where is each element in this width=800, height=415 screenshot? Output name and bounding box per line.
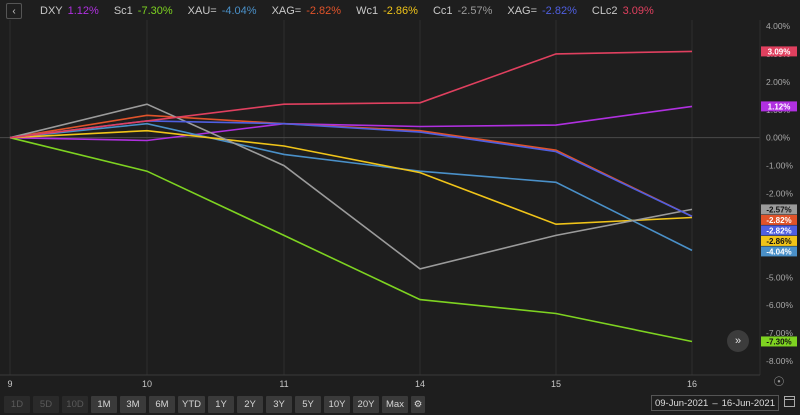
series-end-badge <box>761 246 797 257</box>
series-end-badge <box>761 235 797 246</box>
legend-symbol: CLc2 <box>591 5 618 17</box>
series-end-label: 3.09% <box>768 47 791 56</box>
y-tick-label: -1.00% <box>766 161 793 171</box>
range-button-ytd[interactable]: YTD <box>178 395 205 413</box>
series-end-label: -2.82% <box>766 226 791 235</box>
y-tick-label: -8.00% <box>766 356 793 366</box>
range-button-max[interactable]: Max <box>382 395 408 413</box>
y-tick-label: -6.00% <box>766 300 793 310</box>
series-line <box>9 105 693 142</box>
series-end-badge <box>761 336 797 347</box>
legend-change: -7.30% <box>137 5 173 17</box>
legend-item[interactable]: XAU= -4.04% <box>188 5 257 17</box>
legend-item[interactable]: Cc1 -2.57% <box>433 5 492 17</box>
legend-change: -4.04% <box>221 5 257 17</box>
series-line <box>9 136 693 343</box>
legend-symbol: Sc1 <box>113 5 133 17</box>
legend-bar: ‹ DXY 1.12% Sc1 -7.30% XAU= -4.04% XAG= -2.82% W… <box>0 0 760 22</box>
legend-change: -2.82% <box>306 5 342 17</box>
gear-icon[interactable]: ⚙ <box>411 395 425 413</box>
x-tick-label: 14 <box>415 379 425 389</box>
y-tick-label: -2.00% <box>766 189 793 199</box>
series-end-label: -2.86% <box>766 237 791 246</box>
y-tick-label: -5.00% <box>766 272 793 282</box>
series-end-badge <box>761 101 797 112</box>
calendar-icon[interactable] <box>784 396 795 407</box>
range-button-3y[interactable]: 3Y <box>266 395 292 413</box>
legend-symbol: DXY <box>40 5 63 17</box>
x-tick-label: 9 <box>7 379 12 389</box>
series-end-label: -7.30% <box>766 337 791 346</box>
x-tick-label: 10 <box>142 379 152 389</box>
chevron-double-right-icon[interactable]: » <box>727 330 749 352</box>
legend-symbol: XAG= <box>507 5 538 17</box>
range-button-20y[interactable]: 20Y <box>353 395 379 413</box>
series-line <box>9 129 693 226</box>
series-end-label: 1.12% <box>768 102 791 111</box>
y-tick-label: 0.00% <box>766 133 791 143</box>
date-range-end: 16-Jun-2021 <box>721 397 775 409</box>
range-button-5y[interactable]: 5Y <box>295 395 321 413</box>
crosshair-icon[interactable]: ☉ <box>773 374 785 389</box>
legend-change: 3.09% <box>622 5 654 17</box>
range-button-10d: 10D <box>62 395 88 413</box>
series-end-badge <box>761 225 797 236</box>
series-end-badge <box>761 204 797 215</box>
series-line <box>9 114 693 218</box>
range-button-3m[interactable]: 3M <box>120 395 146 413</box>
legend-item[interactable]: Wc1 -2.86% <box>356 5 418 17</box>
legend-change: -2.86% <box>383 5 418 17</box>
legend-change: -2.57% <box>457 5 493 17</box>
range-button-1y[interactable]: 1Y <box>208 395 234 413</box>
range-button-2y[interactable]: 2Y <box>237 395 263 413</box>
legend-item[interactable]: Sc1 -7.30% <box>114 5 173 17</box>
x-tick-label: 15 <box>551 379 561 389</box>
series-line <box>9 122 693 252</box>
y-tick-label: -7.00% <box>766 328 793 338</box>
legend-change: 1.12% <box>67 5 99 17</box>
date-range-separator: – <box>712 397 718 409</box>
legend-item[interactable]: DXY 1.12% <box>40 5 99 17</box>
range-button-6m[interactable]: 6M <box>149 395 175 413</box>
range-button-5d: 5D <box>33 395 59 413</box>
series-line <box>9 103 693 270</box>
series-end-label: -2.57% <box>766 205 791 214</box>
x-tick-label: 16 <box>687 379 697 389</box>
series-end-label: -4.04% <box>766 247 791 256</box>
range-button-10y[interactable]: 10Y <box>324 395 350 413</box>
x-tick-label: 11 <box>279 379 288 389</box>
legend-item[interactable]: XAG= -2.82% <box>507 5 577 17</box>
range-buttons: 1D 5D 10D 1M 3M 6M YTD 1Y 2Y 3Y 5Y 10Y 20Y Max <box>0 395 411 413</box>
series-end-badge <box>761 214 797 225</box>
date-range-start: 09-Jun-2021 <box>654 397 709 409</box>
y-tick-label: 2.00% <box>766 77 791 87</box>
range-button-1m[interactable]: 1M <box>91 395 117 413</box>
series-line <box>9 120 693 218</box>
legend-symbol: XAG= <box>271 5 302 17</box>
legend-items: DXY 1.12% Sc1 -7.30% XAU= -4.04% XAG= -2.82% Wc1… <box>40 5 669 17</box>
legend-item[interactable]: CLc2 3.09% <box>592 5 654 17</box>
y-tick-label: 4.00% <box>766 21 791 31</box>
legend-symbol: XAU= <box>187 5 217 17</box>
legend-item[interactable]: XAG= -2.82% <box>272 5 342 17</box>
legend-change: -2.82% <box>542 5 577 17</box>
date-range-display[interactable]: 09-Jun-2021 – 16-Jun-2021 <box>651 395 779 411</box>
legend-symbol: Wc1 <box>356 5 379 17</box>
range-toolbar: 1D 5D 10D 1M 3M 6M YTD 1Y 2Y 3Y 5Y 10Y 20Y Max ⚙ <box>0 394 800 414</box>
legend-symbol: Cc1 <box>432 5 453 17</box>
series-end-label: -2.82% <box>766 216 791 225</box>
series-line <box>9 50 693 139</box>
series-end-badge <box>761 46 797 57</box>
range-button-1d: 1D <box>4 395 30 413</box>
chevron-left-icon[interactable]: ‹ <box>6 3 22 19</box>
